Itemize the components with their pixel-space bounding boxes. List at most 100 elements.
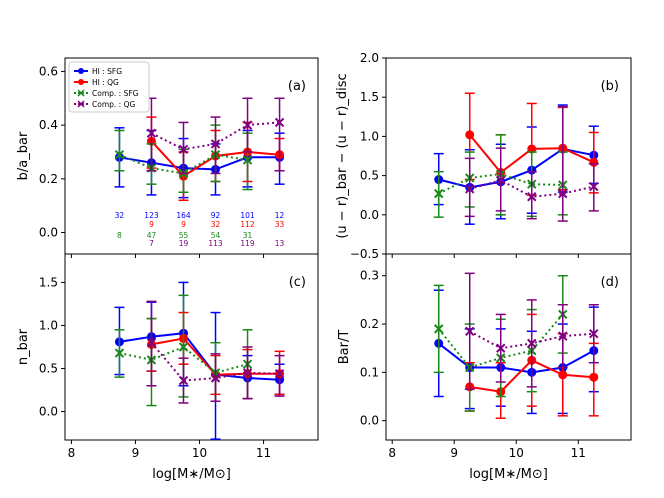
data-point-x <box>210 139 221 149</box>
series-line <box>438 342 595 374</box>
series-comp_qg <box>146 300 285 404</box>
x-tick-label: 11 <box>571 446 586 460</box>
data-point-x <box>434 188 444 199</box>
legend-label: Comp. : QG <box>92 100 135 109</box>
y-tick-label: 0.5 <box>39 362 58 376</box>
count-label: 113 <box>208 239 223 248</box>
count-label: 54 <box>211 231 221 240</box>
series-hi_sfg <box>433 289 599 415</box>
panel-label: (a) <box>288 79 306 94</box>
series-comp_qg <box>464 272 599 391</box>
data-point-x <box>114 149 125 160</box>
data-point-x <box>210 373 221 383</box>
count-label: 33 <box>275 220 285 229</box>
x-tick-label: 11 <box>256 446 271 460</box>
data-point-x <box>496 343 506 353</box>
panel-b: −0.5 0.0 0.5 1.0 1.5 2.0 (u − r)_bar − (u − r)… <box>335 51 632 261</box>
count-label: 55 <box>179 231 189 240</box>
data-point <box>589 372 599 382</box>
data-point-x <box>114 348 125 358</box>
panel-label: (b) <box>601 79 619 94</box>
data-point-x <box>465 326 475 337</box>
y-tick-label: 0.1 <box>360 365 379 379</box>
y-axis-label: n_bar <box>16 328 31 365</box>
data-point-x <box>146 337 157 348</box>
y-axis-label: Bar/T <box>337 330 352 365</box>
series-line <box>469 179 595 198</box>
legend-marker <box>78 68 84 74</box>
data-point-x <box>465 184 475 194</box>
data-point-x <box>434 324 444 334</box>
count-label: 101 <box>240 211 255 220</box>
panel-d: 8 9 10 11 0.0 0.1 0.2 0.3 log[M∗/M⊙] Bar/T (d) <box>337 253 632 482</box>
sample-counts: 32 123 164 92 101 12 9 9 32 112 33 8 47 55 54 31 7 19 113 1… <box>115 211 285 248</box>
count-label: 12 <box>275 211 285 220</box>
x-tick-label: 8 <box>388 446 396 460</box>
y-tick-label: 0.2 <box>360 317 379 331</box>
series-comp_qg <box>464 105 599 222</box>
count-label: 9 <box>181 220 186 229</box>
legend-marker <box>77 89 85 97</box>
x-axis-label: log[M∗/M⊙] <box>152 467 231 482</box>
series-line <box>151 121 280 151</box>
x-tick-label: 10 <box>509 446 524 460</box>
series-line <box>119 153 248 175</box>
legend: HI : SFG HI : QG Comp. : SFG Comp. : QG <box>68 61 150 113</box>
legend-label: Comp. : SFG <box>92 89 139 98</box>
panel-a: 0.0 0.2 0.4 0.6 b/a_bar (a) HI : SFG HI : QG Com… <box>16 57 319 258</box>
series-hi_sfg <box>433 104 599 225</box>
legend-label: HI : SFG <box>92 67 122 76</box>
y-tick-label: 1.0 <box>360 129 379 143</box>
data-point-x <box>527 338 537 349</box>
data-point-x <box>527 192 537 202</box>
axes-frame <box>64 253 319 441</box>
count-label: 13 <box>275 239 285 248</box>
y-tick-label: 0.4 <box>39 118 58 132</box>
x-tick-label: 8 <box>68 446 76 460</box>
series-hi_sfg <box>114 281 285 440</box>
count-label: 32 <box>115 211 125 220</box>
count-label: 123 <box>144 211 159 220</box>
y-tick-label: 0.0 <box>360 414 379 428</box>
panel-label: (d) <box>601 275 619 290</box>
y-tick-label: 1.5 <box>39 275 58 289</box>
data-point-x <box>558 331 568 341</box>
series-line <box>119 156 280 171</box>
count-label: 31 <box>243 231 253 240</box>
y-tick-label: 0.0 <box>360 208 379 222</box>
x-tick-label: 9 <box>450 446 458 460</box>
y-tick-label: 1.5 <box>360 90 379 104</box>
x-tick-label: 9 <box>132 446 140 460</box>
y-tick-label: 2.0 <box>360 51 379 65</box>
y-tick-label: 1.0 <box>39 318 58 332</box>
legend-marker <box>78 79 84 85</box>
data-point <box>558 370 568 380</box>
y-tick-label: 0.6 <box>39 64 58 78</box>
data-point-x <box>178 375 189 386</box>
count-label: 19 <box>179 239 189 248</box>
data-point-x <box>146 128 157 138</box>
legend-marker <box>77 100 85 108</box>
x-tick-label: 10 <box>192 446 207 460</box>
data-point-x <box>242 155 253 165</box>
count-label: 119 <box>240 239 255 248</box>
data-point-x <box>558 188 568 199</box>
data-point-x <box>274 117 285 128</box>
count-label: 7 <box>149 239 154 248</box>
count-label: 32 <box>211 220 221 229</box>
x-axis-label: log[M∗/M⊙] <box>469 467 548 482</box>
data-point-x <box>589 329 599 339</box>
y-axis-label: (u − r)_bar − (u − r)_disc <box>335 73 350 238</box>
y-tick-label: −0.5 <box>350 247 379 261</box>
y-tick-label: 0.3 <box>360 269 379 283</box>
count-label: 47 <box>147 231 157 240</box>
data-point-x <box>178 342 189 352</box>
y-axis-label: b/a_bar <box>16 131 31 180</box>
axes-frame <box>385 253 632 441</box>
y-tick-label: 0.0 <box>39 405 58 419</box>
legend-box <box>68 61 150 113</box>
y-tick-label: 0.2 <box>39 172 58 186</box>
count-label: 8 <box>117 231 122 240</box>
count-label: 9 <box>149 220 154 229</box>
